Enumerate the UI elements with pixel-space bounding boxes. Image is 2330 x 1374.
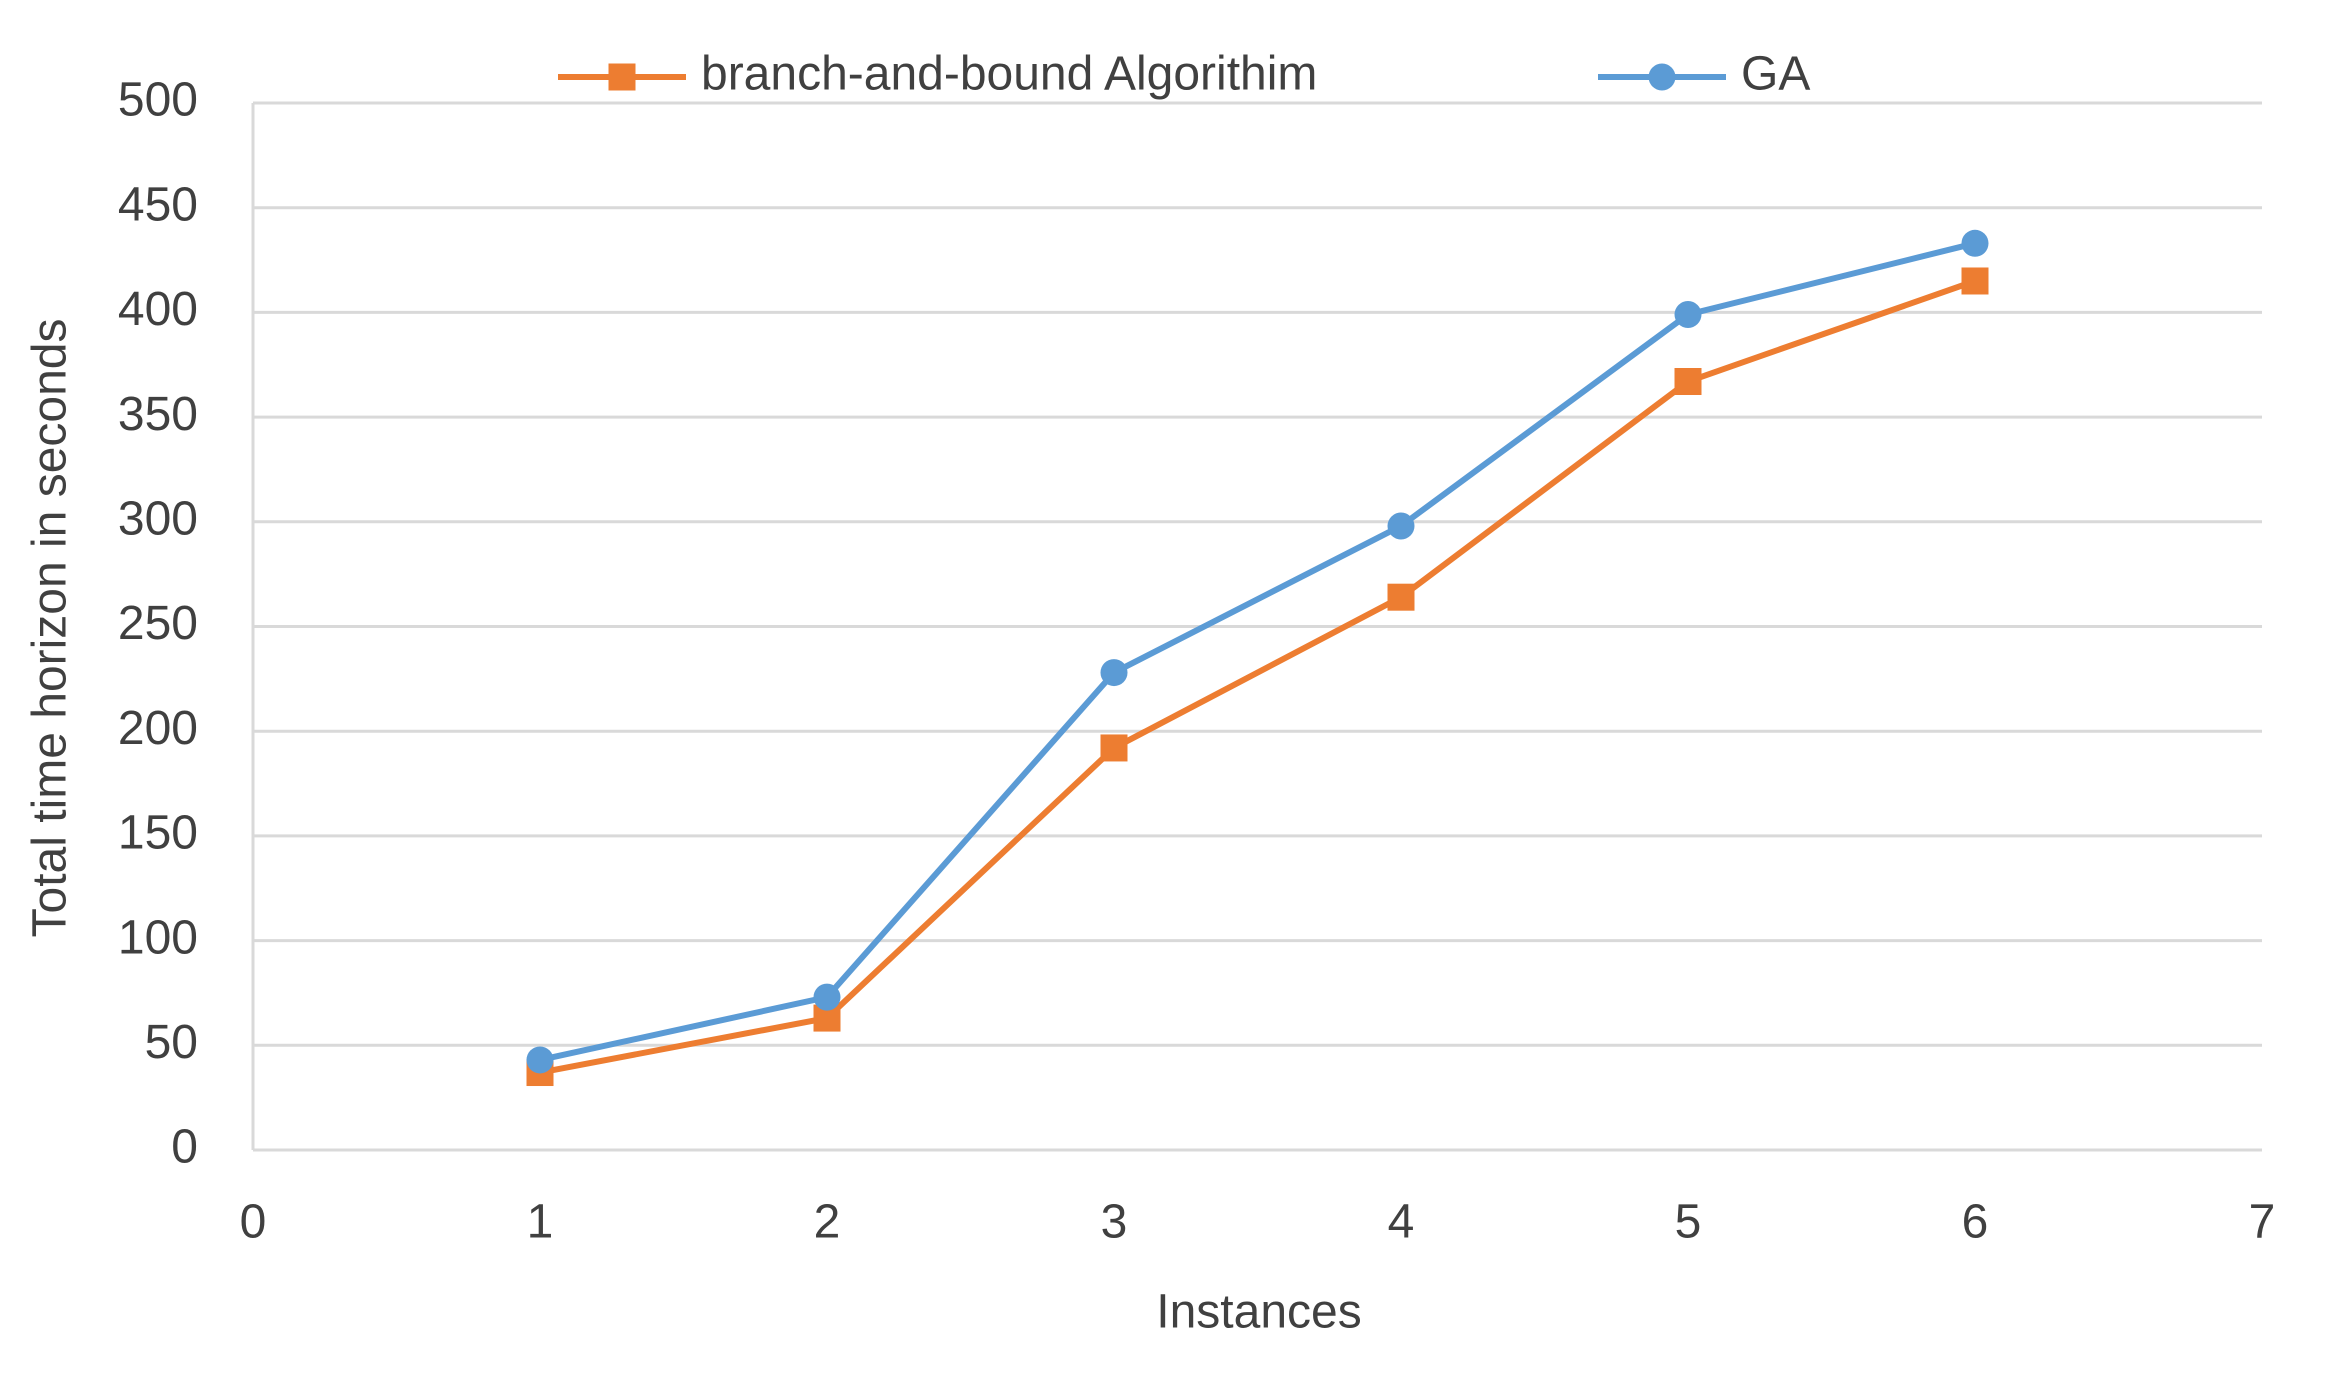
data-point xyxy=(526,1046,554,1074)
x-tick-label: 1 xyxy=(527,1196,554,1249)
legend-label: branch-and-bound Algorithim xyxy=(701,48,1317,101)
x-tick-label: 6 xyxy=(1962,1196,1989,1249)
x-tick-label: 0 xyxy=(240,1196,267,1249)
x-tick-label: 3 xyxy=(1101,1196,1128,1249)
y-tick-label: 150 xyxy=(118,807,198,860)
data-point xyxy=(1387,583,1415,611)
y-tick-label: 50 xyxy=(145,1016,198,1069)
y-tick-label: 450 xyxy=(118,178,198,231)
y-tick-label: 250 xyxy=(118,597,198,650)
y-tick-label: 200 xyxy=(118,702,198,755)
legend-marker xyxy=(1648,63,1676,91)
y-tick-label: 100 xyxy=(118,911,198,964)
series-line xyxy=(539,240,1976,1063)
data-point xyxy=(1100,734,1128,762)
x-tick-label: 2 xyxy=(814,1196,841,1249)
x-tick-label: 7 xyxy=(2249,1196,2276,1249)
y-tick-label: 0 xyxy=(171,1121,198,1174)
data-point xyxy=(1961,229,1989,257)
data-point xyxy=(1961,267,1989,295)
data-point xyxy=(1100,659,1128,687)
legend-marker xyxy=(608,63,636,91)
data-point xyxy=(1674,368,1702,396)
y-tick-label: 300 xyxy=(118,492,198,545)
data-point xyxy=(1674,300,1702,328)
y-tick-label: 350 xyxy=(118,388,198,441)
legend-label: GA xyxy=(1741,48,1810,101)
y-tick-label: 400 xyxy=(118,283,198,336)
data-point xyxy=(1387,512,1415,540)
series-line xyxy=(539,278,1976,1076)
y-tick-label: 500 xyxy=(118,74,198,127)
x-axis-label: Instances xyxy=(1156,1286,1361,1339)
x-tick-label: 5 xyxy=(1675,1196,1702,1249)
x-tick-label: 4 xyxy=(1388,1196,1415,1249)
y-axis-label: Total time horizon in seconds xyxy=(24,319,77,938)
data-point xyxy=(813,983,841,1011)
